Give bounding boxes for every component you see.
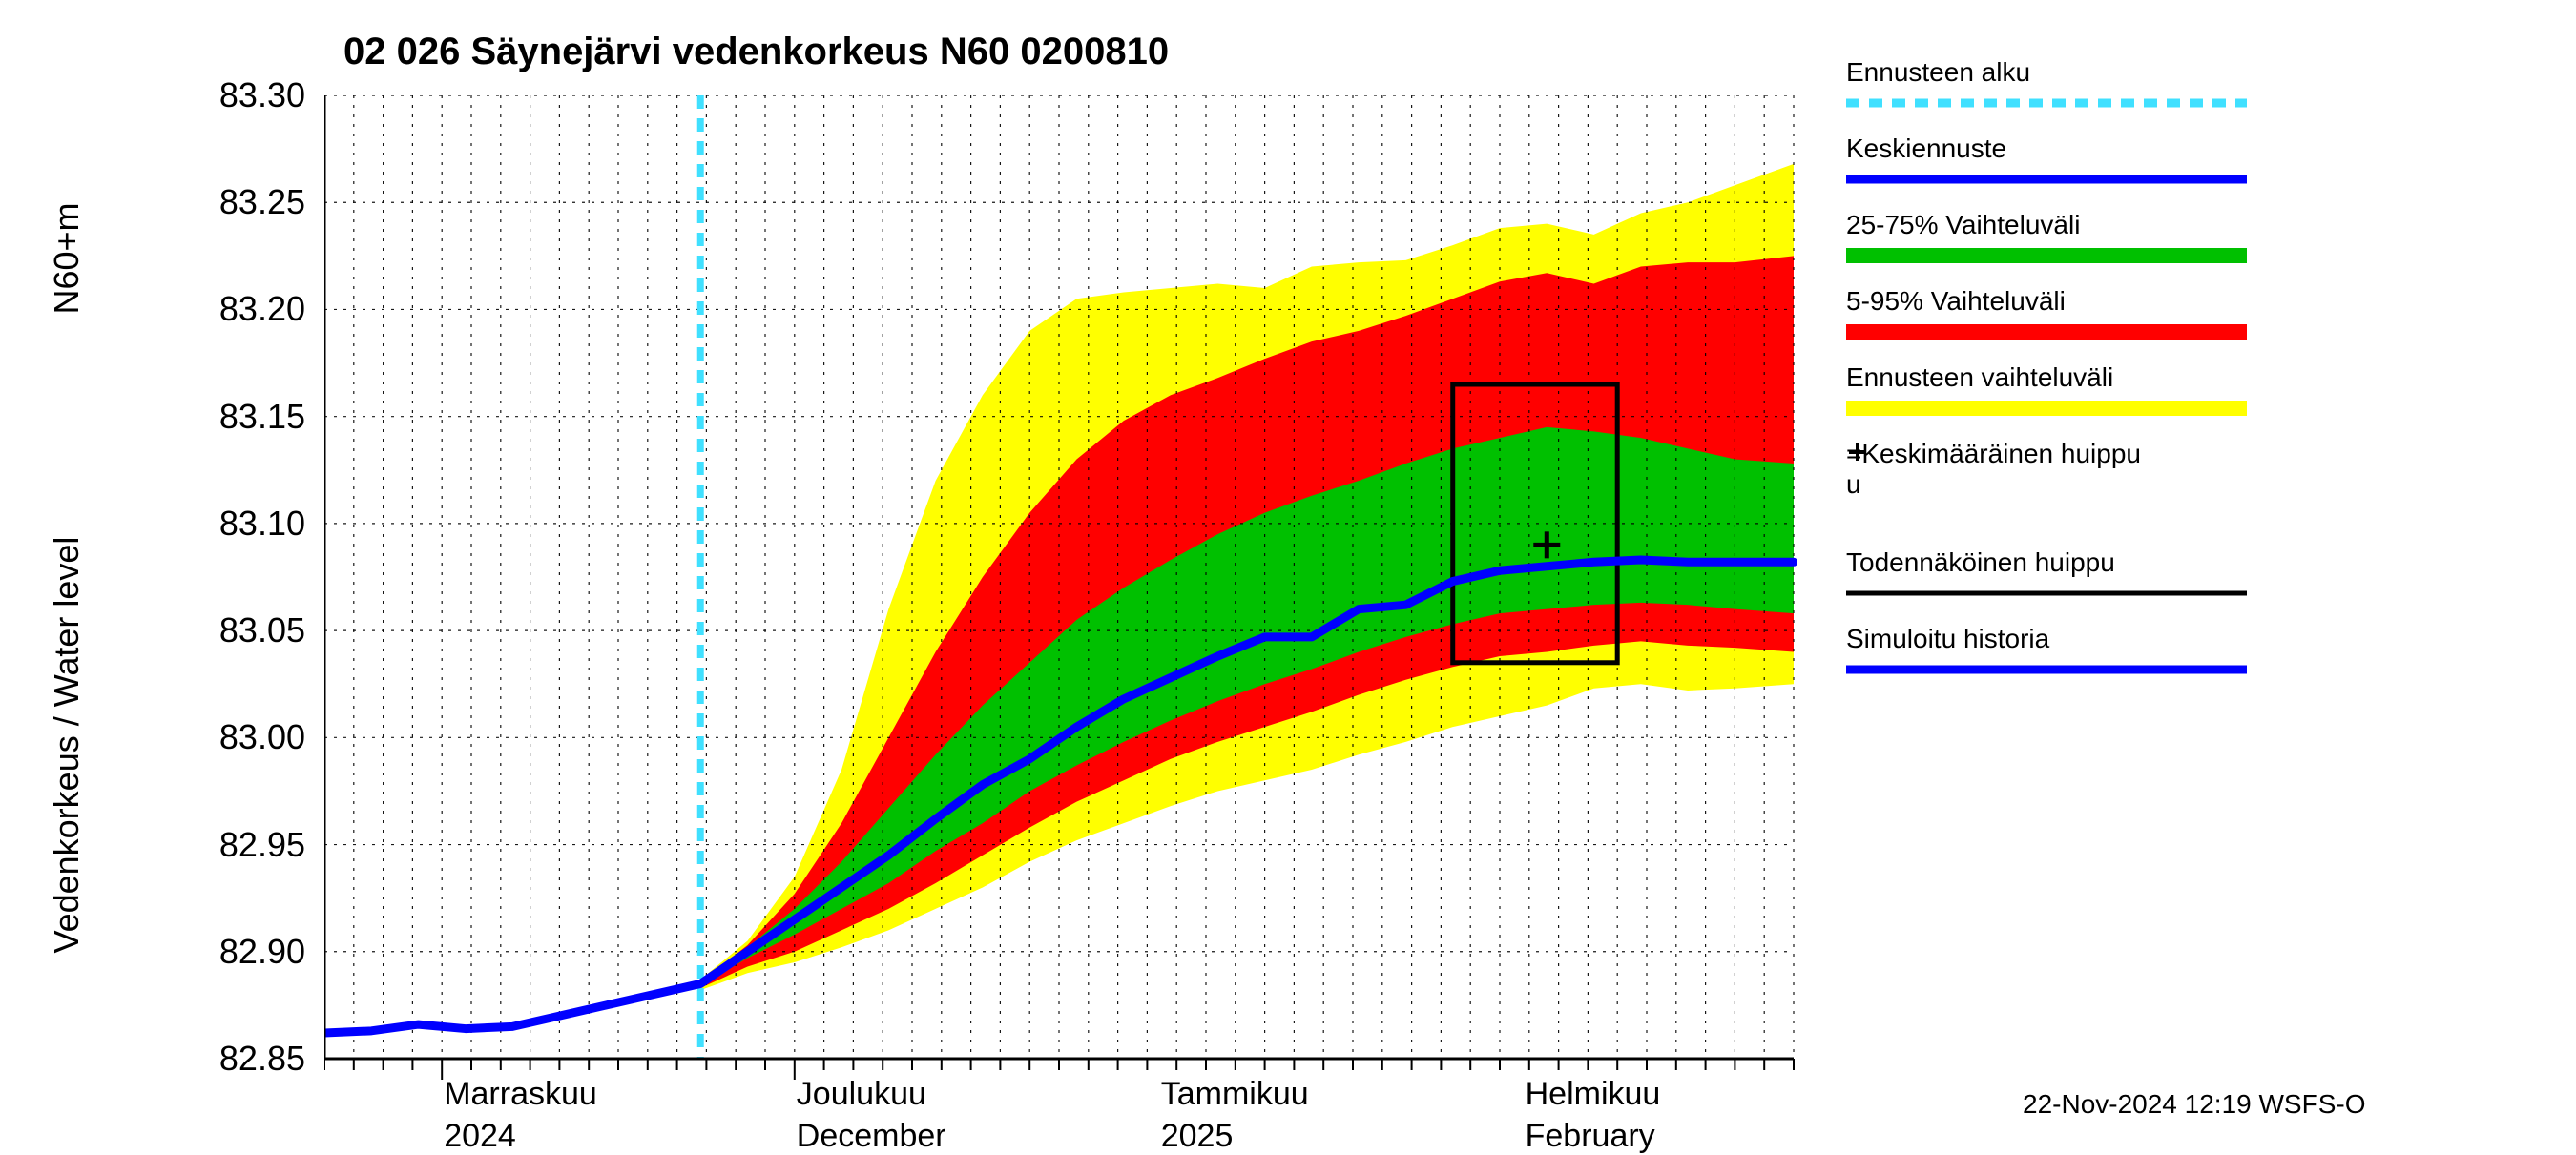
legend-swatch [1846,320,2247,343]
legend-label: 5-95% Vaihteluväli [1846,286,2247,317]
legend-swatch [1846,397,2247,420]
legend-swatch [1846,92,2247,114]
legend-item: 25-75% Vaihteluväli [1846,210,2247,267]
legend-label: Simuloitu historia [1846,624,2247,654]
legend-swatch [1846,582,2247,605]
legend-swatch [1846,168,2247,191]
legend-label: 25-75% Vaihteluväli [1846,210,2247,240]
legend-item: =Keskimääräinen huippuu [1846,439,2247,505]
legend-item: Keskiennuste [1846,134,2247,191]
x-tick-label-bot: 2025 [1161,1118,1234,1155]
legend-item: Ennusteen vaihteluväli [1846,362,2247,420]
x-tick-label-bot: February [1526,1118,1655,1155]
timestamp-label: 22-Nov-2024 12:19 WSFS-O [2023,1089,2366,1120]
legend-label: =Keskimääräinen huippu [1846,439,2247,469]
x-tick-label-bot: December [797,1118,946,1155]
legend-label: Keskiennuste [1846,134,2247,164]
y-tick-label: 83.00 [219,717,305,757]
legend-item: 5-95% Vaihteluväli [1846,286,2247,343]
y-tick-label: 83.25 [219,182,305,222]
legend-swatch [1846,504,2247,505]
legend-label: Ennusteen alku [1846,57,2247,88]
plus-icon [1846,441,1869,464]
y-tick-label: 82.95 [219,825,305,865]
y-tick-label: 83.15 [219,397,305,437]
legend-swatch [1846,658,2247,681]
chart-plot [324,95,1797,1087]
legend-item: Todennäköinen huippu [1846,547,2247,605]
y-tick-label: 83.20 [219,289,305,329]
y-tick-label: 82.85 [219,1039,305,1079]
legend-label: Ennusteen vaihteluväli [1846,362,2247,393]
y-tick-label: 83.30 [219,75,305,115]
y-tick-label: 83.10 [219,504,305,544]
y-tick-label: 83.05 [219,610,305,650]
legend-item: Simuloitu historia [1846,624,2247,681]
y-tick-label: 82.90 [219,932,305,972]
legend-swatch [1846,244,2247,267]
chart-title: 02 026 Säynejärvi vedenkorkeus N60 02008… [343,31,1169,73]
legend-label: u [1846,469,2247,500]
y-axis-label-2: N60+m [47,163,87,354]
x-tick-label-bot: 2024 [444,1118,516,1155]
legend-item: Ennusteen alku [1846,57,2247,114]
legend-label: Todennäköinen huippu [1846,547,2247,578]
y-axis-label-1: Vedenkorkeus / Water level [47,497,87,993]
